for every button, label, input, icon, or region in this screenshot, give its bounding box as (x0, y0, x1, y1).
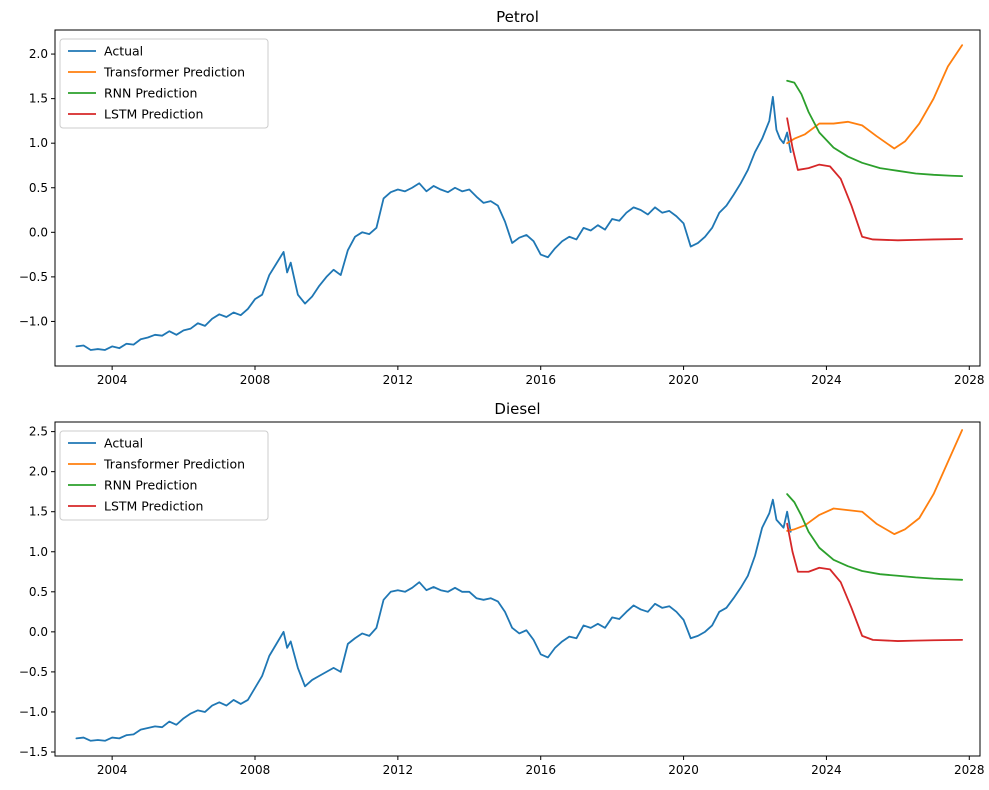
series-line-lstm-prediction (786, 117, 964, 242)
legend-label: Actual (104, 436, 143, 451)
y-tick-label: 2.0 (29, 465, 48, 479)
legend-label: Actual (104, 44, 143, 59)
y-tick-label: 2.5 (29, 425, 48, 439)
axes-frame (54, 29, 981, 367)
x-tick-label: 2012 (383, 373, 414, 387)
legend-label: LSTM Prediction (104, 499, 203, 514)
y-tick-label: 1.5 (29, 505, 48, 519)
series-line-transformer-prediction (786, 44, 964, 150)
y-tick-label: −0.5 (19, 665, 48, 679)
x-tick-label: 2008 (240, 763, 271, 777)
x-tick-label: 2004 (97, 373, 128, 387)
y-tick-label: 0.5 (29, 181, 48, 195)
petrol-chart: Petrol 2004 2008 2012 2016 2020 2024 2028 −1.0 −0… (19, 8, 985, 387)
y-tick-label: 1.5 (29, 92, 48, 106)
x-tick-label: 2028 (954, 373, 985, 387)
y-tick-label: 1.0 (29, 136, 48, 150)
series-line-actual (75, 95, 792, 351)
chart-title: Petrol (496, 8, 539, 26)
x-tick-label: 2012 (383, 763, 414, 777)
series-line-actual (75, 498, 792, 742)
legend-label: RNN Prediction (104, 86, 197, 101)
x-tick-label: 2020 (668, 763, 699, 777)
x-tick-label: 2016 (525, 763, 556, 777)
x-tick-label: 2020 (668, 373, 699, 387)
axes-frame (54, 421, 981, 757)
y-tick-label: −1.0 (19, 705, 48, 719)
legend-label: RNN Prediction (104, 478, 197, 493)
x-tick-label: 2024 (811, 763, 842, 777)
x-tick-label: 2008 (240, 373, 271, 387)
diesel-chart: Diesel 2004 2008 2012 2016 2020 2024 2028 −1.5 −1… (19, 400, 985, 777)
y-tick-label: −1.5 (19, 745, 48, 759)
x-tick-label: 2028 (954, 763, 985, 777)
series-line-lstm-prediction (786, 522, 964, 642)
legend-box (59, 38, 269, 129)
x-tick-label: 2004 (97, 763, 128, 777)
y-tick-label: 0.5 (29, 585, 48, 599)
y-tick-label: 1.0 (29, 545, 48, 559)
series-line-rnn-prediction (786, 493, 964, 581)
x-tick-label: 2016 (525, 373, 556, 387)
series-line-transformer-prediction (786, 429, 964, 536)
series-line-rnn-prediction (786, 79, 964, 178)
x-tick-label: 2024 (811, 373, 842, 387)
y-tick-label: −1.0 (19, 314, 48, 328)
legend-label: Transformer Prediction (103, 457, 245, 472)
legend-label: Transformer Prediction (103, 65, 245, 80)
legend-label: LSTM Prediction (104, 107, 203, 122)
legend-box (59, 430, 269, 521)
y-tick-label: −0.5 (19, 270, 48, 284)
y-tick-label: 0.0 (29, 225, 48, 239)
y-tick-label: 0.0 (29, 625, 48, 639)
chart-title: Diesel (494, 400, 540, 418)
y-tick-label: 2.0 (29, 47, 48, 61)
